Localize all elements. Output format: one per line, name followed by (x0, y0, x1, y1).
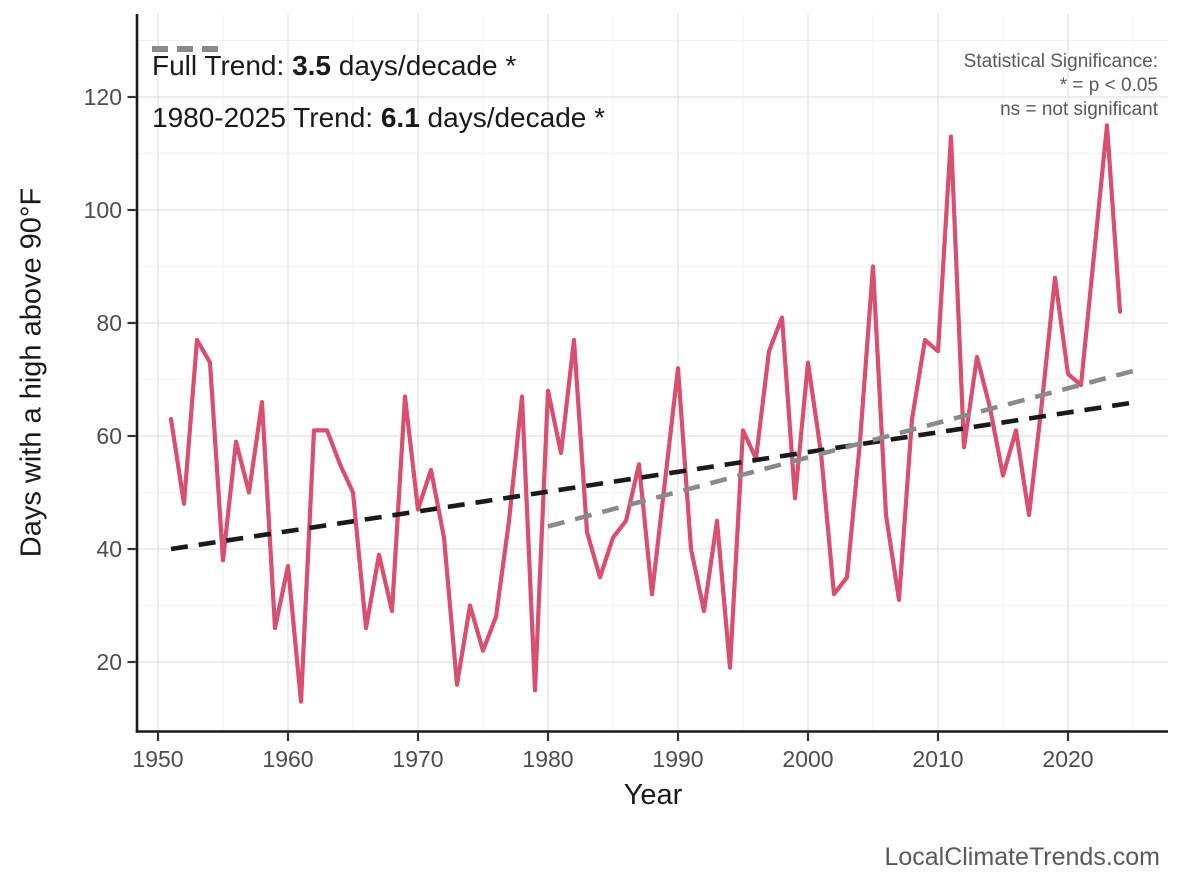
x-axis-title: Year (623, 779, 683, 811)
x-tick-label-1970: 1970 (392, 745, 444, 772)
y-tick-label-120: 120 (83, 84, 122, 110)
significance-note-line: ns = not significant (1000, 99, 1158, 120)
significance-note: Statistical Significance: * = p < 0.05 n… (964, 50, 1158, 122)
x-tick-label-1960: 1960 (262, 745, 314, 772)
x-tick-label-1980: 1980 (522, 745, 574, 772)
y-tick-label-100: 100 (83, 197, 122, 223)
x-tick-label-1990: 1990 (652, 745, 704, 772)
legend-label-recent-trend: 1980-2025 Trend: 6.1 days/decade * (152, 102, 606, 133)
legend-row-full-trend: Full Trend: 3.5 days/decade * (152, 44, 605, 88)
y-tick-label-60: 60 (96, 423, 122, 449)
y-tick-label-20: 20 (96, 649, 122, 675)
significance-note-line: * = p < 0.05 (1059, 75, 1158, 96)
legend-label-full-trend: Full Trend: 3.5 days/decade * (152, 50, 517, 81)
data-line (168, 123, 1123, 704)
significance-note-line: Statistical Significance: (963, 51, 1158, 72)
y-tick-label-80: 80 (96, 310, 122, 336)
y-axis-title: Days with a high above 90°F (15, 187, 48, 558)
recent-trend-dash-icon (152, 46, 218, 52)
full-trend-line (170, 400, 1134, 552)
x-tick-label-1950: 1950 (132, 745, 184, 772)
legend-row-recent-trend: 1980-2025 Trend: 6.1 days/decade * (152, 46, 606, 140)
watermark: LocalClimateTrends.com (884, 843, 1160, 871)
x-tick-label-2000: 2000 (782, 745, 834, 772)
x-tick-label-2020: 2020 (1042, 745, 1094, 772)
y-tick-label-40: 40 (96, 536, 122, 562)
x-tick-label-2010: 2010 (912, 745, 964, 772)
recent-trend-line (547, 368, 1134, 529)
legend: Full Trend: 3.5 days/decade * 1980-2025 … (152, 44, 605, 148)
